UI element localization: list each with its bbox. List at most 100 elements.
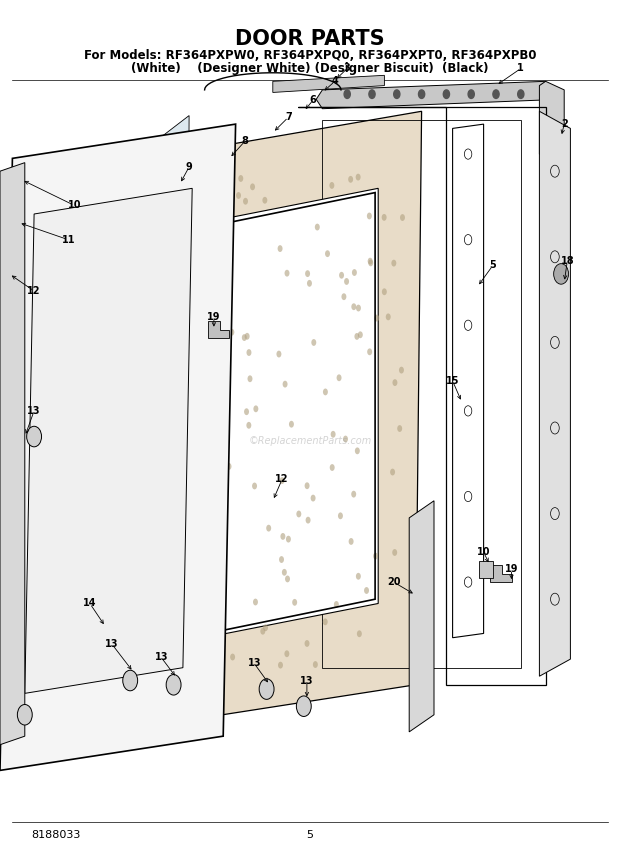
Circle shape [247, 349, 252, 356]
Text: 10: 10 [68, 200, 81, 211]
Polygon shape [152, 146, 177, 693]
Text: DOOR PARTS: DOOR PARTS [235, 28, 385, 49]
Circle shape [262, 197, 267, 204]
Text: 3: 3 [344, 63, 350, 74]
Circle shape [344, 278, 349, 285]
Circle shape [292, 599, 297, 606]
Circle shape [344, 90, 350, 98]
Circle shape [263, 624, 268, 631]
Circle shape [306, 517, 311, 524]
Circle shape [285, 575, 290, 582]
Text: 9: 9 [186, 162, 192, 172]
Circle shape [202, 202, 207, 209]
Circle shape [166, 675, 181, 695]
Circle shape [382, 288, 387, 295]
Circle shape [280, 533, 285, 540]
Circle shape [215, 650, 220, 657]
Text: 1: 1 [518, 63, 524, 74]
Circle shape [207, 609, 212, 616]
Circle shape [279, 556, 284, 563]
Text: 7: 7 [285, 112, 291, 122]
Text: 13: 13 [300, 675, 314, 686]
Circle shape [202, 328, 207, 335]
Circle shape [244, 408, 249, 415]
Polygon shape [0, 124, 236, 770]
Circle shape [394, 90, 400, 98]
Circle shape [277, 351, 281, 358]
Circle shape [260, 627, 265, 634]
Circle shape [229, 329, 234, 336]
Circle shape [197, 460, 202, 467]
Polygon shape [167, 111, 422, 723]
Circle shape [400, 214, 405, 221]
Circle shape [305, 270, 310, 277]
Circle shape [206, 442, 211, 449]
Circle shape [200, 209, 205, 216]
Circle shape [330, 464, 335, 471]
Circle shape [397, 425, 402, 432]
Circle shape [392, 549, 397, 556]
Circle shape [223, 260, 228, 267]
Circle shape [213, 322, 218, 329]
Circle shape [216, 198, 221, 205]
Circle shape [399, 366, 404, 373]
Text: 20: 20 [387, 577, 401, 587]
Circle shape [252, 483, 257, 490]
Text: 13: 13 [27, 406, 41, 416]
Circle shape [356, 573, 361, 580]
Circle shape [207, 429, 212, 436]
Circle shape [213, 580, 218, 587]
Circle shape [285, 651, 290, 657]
Text: 2: 2 [561, 119, 567, 129]
Circle shape [493, 90, 499, 98]
Polygon shape [479, 561, 493, 578]
Circle shape [17, 704, 32, 725]
Circle shape [443, 90, 449, 98]
Circle shape [323, 389, 328, 395]
Circle shape [296, 696, 311, 716]
Circle shape [357, 630, 362, 637]
Circle shape [325, 250, 330, 257]
Circle shape [367, 212, 372, 219]
Circle shape [280, 477, 285, 484]
Circle shape [285, 270, 290, 276]
Circle shape [304, 640, 309, 647]
Circle shape [296, 510, 301, 517]
Circle shape [374, 315, 379, 322]
Circle shape [468, 90, 474, 98]
Circle shape [364, 587, 369, 594]
Text: ©ReplacementParts.com: ©ReplacementParts.com [249, 436, 371, 446]
Circle shape [278, 662, 283, 669]
Circle shape [208, 324, 213, 331]
Text: 19: 19 [505, 564, 518, 574]
Circle shape [245, 333, 250, 340]
Text: 13: 13 [105, 639, 118, 649]
Circle shape [368, 258, 373, 265]
Circle shape [283, 381, 288, 388]
Polygon shape [273, 75, 384, 92]
Circle shape [199, 172, 204, 179]
Text: 4: 4 [332, 76, 338, 86]
Circle shape [307, 280, 312, 287]
Circle shape [223, 514, 228, 520]
Circle shape [343, 436, 348, 443]
Circle shape [247, 375, 252, 382]
Circle shape [348, 538, 353, 545]
Circle shape [554, 264, 569, 284]
Circle shape [304, 482, 309, 489]
Polygon shape [316, 81, 546, 109]
Circle shape [201, 371, 206, 377]
Circle shape [286, 536, 291, 543]
Circle shape [323, 618, 328, 625]
Circle shape [373, 553, 378, 560]
Text: 18: 18 [560, 256, 574, 266]
Circle shape [313, 661, 318, 668]
Polygon shape [490, 565, 511, 582]
Circle shape [369, 90, 375, 98]
Circle shape [342, 294, 347, 300]
Circle shape [382, 214, 387, 221]
Polygon shape [539, 81, 564, 163]
Circle shape [351, 490, 356, 497]
Text: 11: 11 [61, 235, 75, 245]
Circle shape [348, 175, 353, 182]
